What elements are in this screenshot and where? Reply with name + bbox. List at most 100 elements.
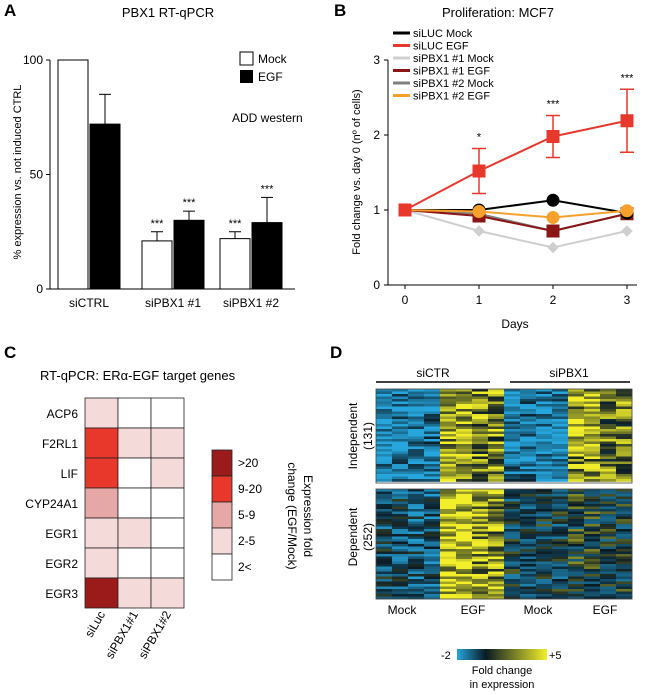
legend-label: >20 xyxy=(238,456,259,470)
heatmap-cell xyxy=(472,594,489,597)
heatmap-cell xyxy=(472,419,489,422)
heatmap-cell xyxy=(536,519,553,522)
heatmap-cell xyxy=(504,421,521,425)
heatmap-cell xyxy=(568,441,585,445)
heatmap-cell xyxy=(408,479,425,482)
heatmap-cell xyxy=(408,586,425,590)
heatmap-cell xyxy=(584,521,601,525)
heatmap-cell xyxy=(392,429,409,432)
heatmap-cell xyxy=(616,549,633,552)
heatmap-cell xyxy=(440,586,457,590)
heatmap-cell xyxy=(408,549,425,552)
legend-egf-label: EGF xyxy=(258,70,283,84)
heatmap-cell xyxy=(536,531,553,535)
heatmap-cell xyxy=(520,596,537,600)
heatmap-cell xyxy=(472,536,489,540)
heatmap-cell xyxy=(488,526,505,530)
heatmap-cell xyxy=(424,421,441,425)
heatmap-cell xyxy=(520,429,537,432)
heatmap-cell xyxy=(584,436,601,440)
heatmap-cell xyxy=(584,574,601,577)
heatmap-cell xyxy=(408,489,425,492)
heatmap-cell xyxy=(424,391,441,395)
heatmap-cell xyxy=(536,564,553,567)
heatmap-cell xyxy=(440,424,457,427)
heatmap-cell xyxy=(520,496,537,500)
legend-swatch xyxy=(211,553,233,581)
heatmap-cell xyxy=(488,509,505,512)
heatmap-cell xyxy=(424,501,441,505)
heatmap-cell xyxy=(584,459,601,462)
heatmap-cell xyxy=(520,396,537,400)
heatmap-cell xyxy=(376,571,393,575)
heatmap-cell xyxy=(472,541,489,545)
heatmap-cell xyxy=(408,529,425,532)
heatmap-cell xyxy=(616,426,633,430)
heatmap-cell xyxy=(504,489,521,492)
heatmap-cell xyxy=(552,516,569,520)
data-point xyxy=(620,114,634,128)
heatmap-cell xyxy=(488,589,505,592)
heatmap-cell xyxy=(456,446,473,450)
heatmap-cell xyxy=(600,476,617,480)
heatmap-cell xyxy=(520,394,537,397)
heatmap-cell xyxy=(376,584,393,587)
heatmap-cell xyxy=(600,499,617,502)
heatmap-cell xyxy=(440,474,457,477)
chart-d-col-label-1: Mock xyxy=(388,603,418,617)
heatmap-cell xyxy=(552,521,569,525)
heatmap-cell xyxy=(600,479,617,482)
heatmap-cell xyxy=(440,469,457,472)
heatmap-cell xyxy=(600,494,617,497)
heatmap-cell xyxy=(392,434,409,437)
heatmap-cell xyxy=(504,414,521,417)
heatmap-cell xyxy=(376,546,393,550)
chart-d-col-label-3: Mock xyxy=(524,603,554,617)
heatmap-cell xyxy=(408,511,425,515)
heatmap-cell xyxy=(424,399,441,402)
heatmap-cell xyxy=(552,439,569,442)
heatmap-cell xyxy=(488,579,505,582)
heatmap-cell xyxy=(424,499,441,502)
heatmap-cell xyxy=(552,501,569,505)
heatmap-cell xyxy=(488,539,505,542)
significance-star: * xyxy=(477,132,482,144)
heatmap-cell xyxy=(472,464,489,467)
legend-label: siLUC EGF xyxy=(413,41,469,53)
heatmap-cell xyxy=(504,409,521,412)
heatmap-cell xyxy=(504,454,521,457)
heatmap-cell xyxy=(520,441,537,445)
heatmap-cell xyxy=(392,586,409,590)
heatmap-cell xyxy=(584,506,601,510)
heatmap-cell xyxy=(568,541,585,545)
heatmap-cell xyxy=(150,517,185,549)
heatmap-cell xyxy=(472,586,489,590)
heatmap-cell xyxy=(488,499,505,502)
heatmap-cell xyxy=(616,559,633,562)
heatmap-cell xyxy=(584,449,601,452)
heatmap-cell xyxy=(84,457,119,489)
heatmap-cell xyxy=(150,547,185,579)
heatmap-cell xyxy=(552,566,569,570)
heatmap-cell xyxy=(392,446,409,450)
heatmap-cell xyxy=(584,426,601,430)
heatmap-cell xyxy=(568,399,585,402)
heatmap-cell xyxy=(424,581,441,585)
heatmap-cell xyxy=(520,449,537,452)
legend-label: 5-9 xyxy=(238,508,256,522)
heatmap-cell xyxy=(408,516,425,520)
heatmap-cell xyxy=(600,564,617,567)
heatmap-cell xyxy=(392,454,409,457)
heatmap-cell xyxy=(536,554,553,557)
heatmap-cell xyxy=(376,471,393,475)
heatmap-cell xyxy=(440,421,457,425)
heatmap-cell xyxy=(616,526,633,530)
heatmap-cell xyxy=(488,456,505,460)
heatmap-cell xyxy=(424,436,441,440)
heatmap-cell xyxy=(520,586,537,590)
heatmap-cell xyxy=(424,389,441,392)
heatmap-cell xyxy=(616,571,633,575)
heatmap-cell xyxy=(504,529,521,532)
heatmap-cell xyxy=(504,439,521,442)
heatmap-cell xyxy=(440,561,457,565)
